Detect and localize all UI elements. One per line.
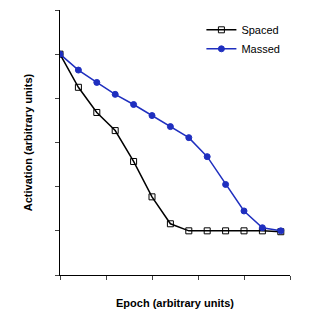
svg-text:Massed: Massed: [241, 43, 280, 55]
svg-text:Spaced: Spaced: [241, 24, 278, 36]
svg-text:Epoch (arbitrary units): Epoch (arbitrary units): [116, 297, 234, 309]
svg-text:Activation (arbitrary units): Activation (arbitrary units): [22, 73, 34, 211]
